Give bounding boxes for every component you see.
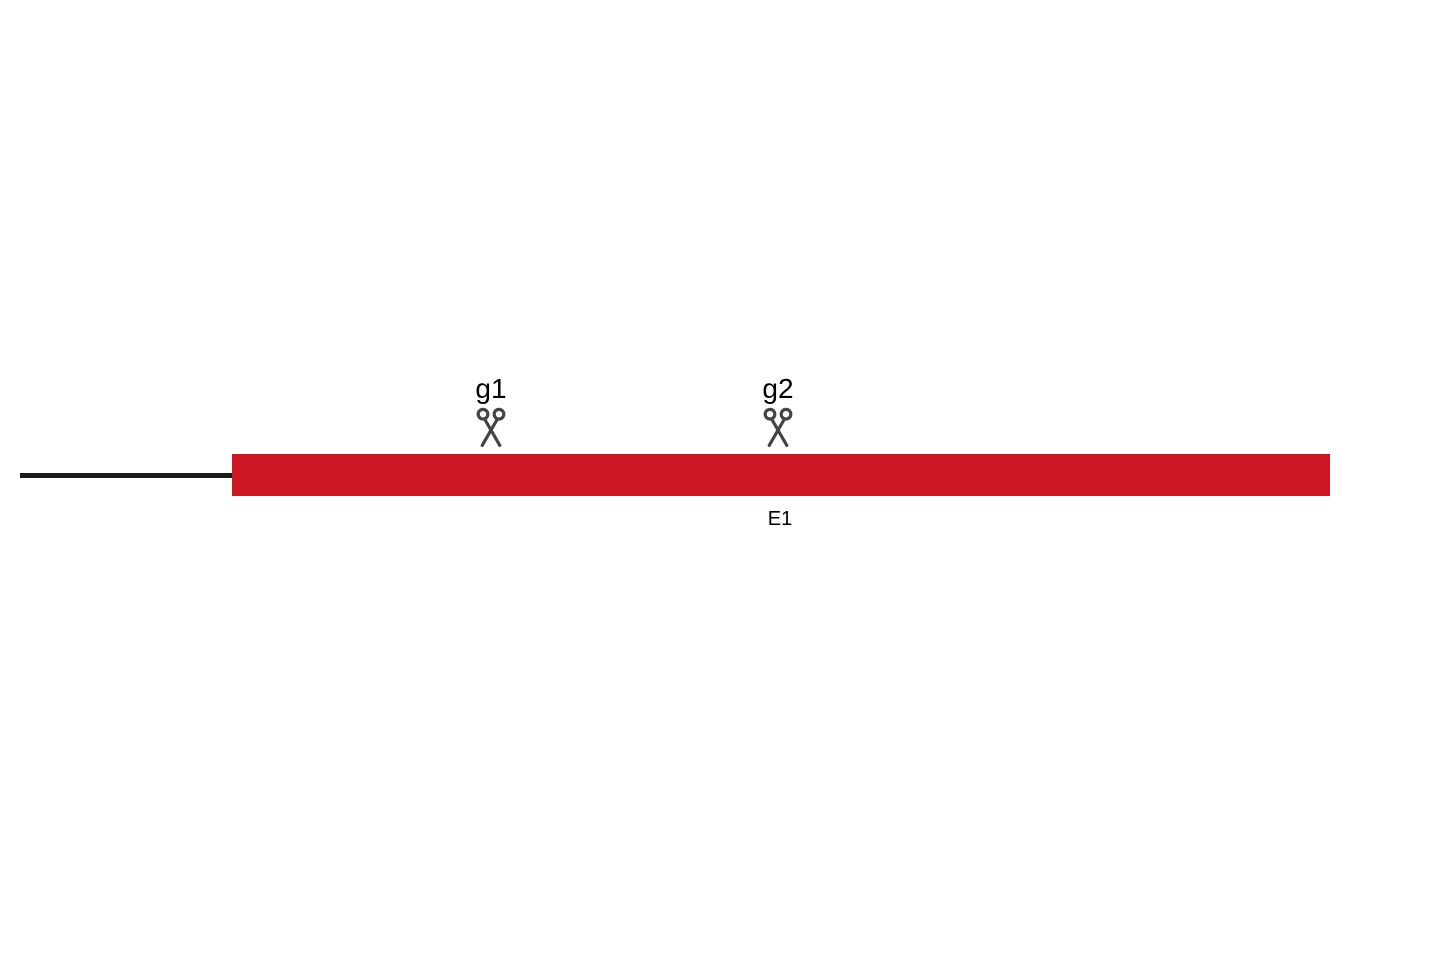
guide-g1-label: g1 (475, 373, 506, 405)
scissors-icon (758, 407, 798, 447)
exon-box (232, 454, 1330, 496)
intron-line (20, 473, 232, 478)
guide-g2-label: g2 (762, 373, 793, 405)
scissors-icon (471, 407, 511, 447)
exon-label: E1 (768, 508, 792, 531)
gene-schematic: E1 g1 g2 (0, 0, 1440, 960)
